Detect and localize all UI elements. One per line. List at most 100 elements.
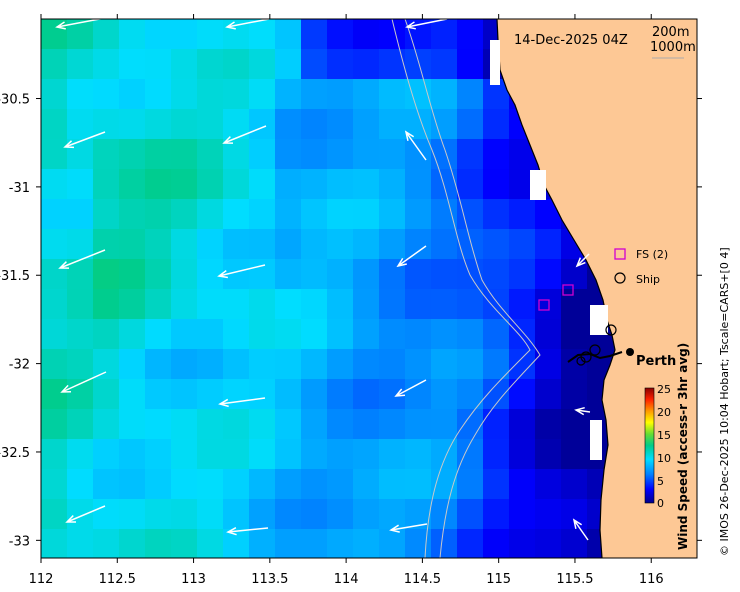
isobath-200m — [391, 19, 531, 558]
grid-cell — [275, 529, 302, 558]
grid-cell — [275, 259, 302, 290]
grid-cell — [171, 109, 198, 140]
grid-cell — [275, 199, 302, 230]
grid-cell — [67, 139, 94, 170]
grid-cell — [223, 169, 250, 200]
grid-cell — [327, 229, 354, 260]
grid-cell — [93, 439, 120, 470]
grid-cell — [483, 199, 510, 230]
grid-cell — [379, 439, 406, 470]
grid-cell — [223, 439, 250, 470]
grid-cell — [41, 319, 68, 350]
grid-cell — [119, 409, 146, 440]
grid-cell — [223, 49, 250, 80]
grid-cell — [145, 199, 172, 230]
isobath-legend-1000m: 1000m — [650, 40, 696, 55]
grid-cell — [483, 499, 510, 530]
grid-cell — [223, 139, 250, 170]
grid-cell — [457, 529, 484, 558]
grid-cell — [561, 469, 588, 500]
grid-cell — [223, 349, 250, 380]
grid-cell — [275, 499, 302, 530]
wind-arrow — [225, 19, 270, 30]
grid-cell — [535, 529, 562, 558]
grid-cell — [41, 439, 68, 470]
grid-cell — [327, 19, 354, 50]
coastal-white-patch — [590, 420, 602, 460]
grid-cell — [249, 169, 276, 200]
grid-cell — [379, 379, 406, 410]
grid-cell — [327, 499, 354, 530]
lat-tick-label: -31 — [9, 181, 30, 196]
grid-cell — [457, 469, 484, 500]
grid-cell — [327, 529, 354, 558]
grid-cell — [41, 289, 68, 320]
grid-cell — [353, 139, 380, 170]
grid-cell — [93, 259, 120, 290]
grid-cell — [145, 229, 172, 260]
wind-arrow — [58, 249, 106, 269]
grid-cell — [197, 439, 224, 470]
grid-cell — [327, 49, 354, 80]
grid-cell — [431, 409, 458, 440]
grid-cell — [301, 349, 328, 380]
grid-cell — [561, 499, 588, 530]
grid-cell — [67, 289, 94, 320]
grid-cell — [119, 199, 146, 230]
grid-cell — [275, 79, 302, 110]
grid-cell — [431, 19, 458, 50]
grid-cell — [509, 319, 536, 350]
grid-cell — [93, 229, 120, 260]
grid-cell — [483, 349, 510, 380]
grid-cell — [145, 379, 172, 410]
grid-cell — [301, 289, 328, 320]
grid-cell — [535, 469, 562, 500]
grid-cell — [457, 259, 484, 290]
grid-cell — [119, 499, 146, 530]
grid-cell — [93, 319, 120, 350]
grid-cell — [457, 349, 484, 380]
grid-cell — [93, 169, 120, 200]
grid-cell — [223, 289, 250, 320]
grid-cell — [249, 409, 276, 440]
grid-cell — [171, 499, 198, 530]
grid-cell — [249, 199, 276, 230]
grid-cell — [249, 529, 276, 558]
grid-cell — [275, 319, 302, 350]
grid-cell — [171, 19, 198, 50]
grid-cell — [379, 139, 406, 170]
wind-arrows — [55, 19, 591, 541]
grid-cell — [41, 19, 68, 50]
grid-cell — [171, 469, 198, 500]
grid-cell — [41, 469, 68, 500]
grid-cell — [353, 229, 380, 260]
grid-cell — [145, 49, 172, 80]
grid-cell — [379, 109, 406, 140]
grid-cell — [145, 139, 172, 170]
grid-cell — [301, 529, 328, 558]
colorbar-label: Wind Speed (access-r 3hr avg) — [676, 343, 690, 550]
grid-cell — [457, 109, 484, 140]
grid-cell — [457, 319, 484, 350]
grid-cell — [41, 529, 68, 558]
city-label-perth: Perth — [636, 354, 676, 369]
grid-cell — [249, 289, 276, 320]
grid-cell — [353, 439, 380, 470]
grid-cell — [197, 529, 224, 558]
fs-marker — [538, 299, 550, 311]
lon-tick-label: 112 — [29, 572, 54, 587]
grid-cell — [249, 259, 276, 290]
grid-cell — [483, 139, 510, 170]
grid-cell — [431, 199, 458, 230]
grid-cell — [327, 259, 354, 290]
grid-cell — [431, 109, 458, 140]
grid-cell — [275, 469, 302, 500]
grid-cell — [41, 199, 68, 230]
grid-cell — [431, 439, 458, 470]
grid-cell — [223, 379, 250, 410]
grid-cell — [535, 409, 562, 440]
grid-cell — [145, 349, 172, 380]
grid-cell — [275, 139, 302, 170]
grid-cell — [405, 319, 432, 350]
colorbar — [644, 387, 655, 504]
